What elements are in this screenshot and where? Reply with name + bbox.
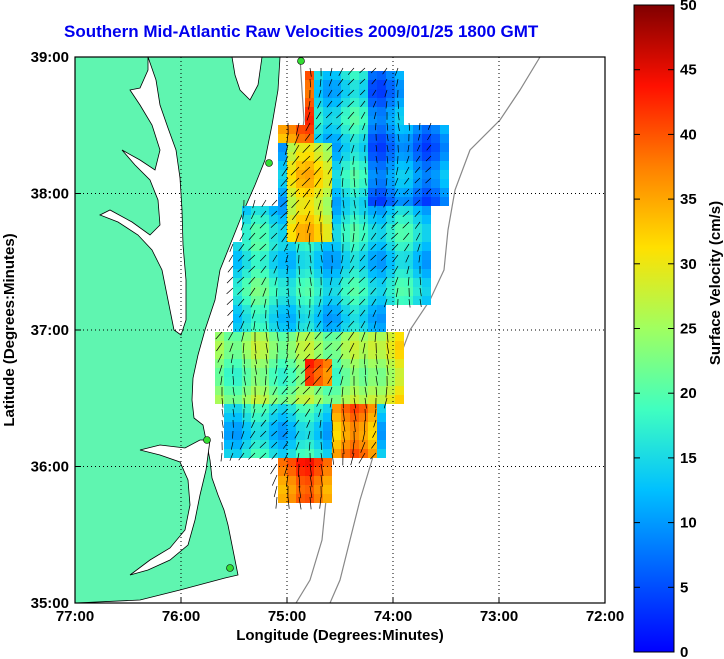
colorbar-tick-label: 25 (680, 321, 697, 338)
y-tick-label: 35:00 (31, 595, 69, 612)
map-title: Southern Mid-Atlantic Raw Velocities 200… (64, 22, 539, 41)
x-tick-label: 73:00 (480, 608, 518, 625)
x-tick-label: 77:00 (56, 608, 94, 625)
y-tick-label: 38:00 (31, 186, 69, 203)
colorbar-tick-label: 40 (680, 126, 697, 143)
x-tick-label: 74:00 (374, 608, 412, 625)
station-marker (297, 57, 305, 65)
station-marker (203, 436, 211, 444)
colorbar-tick-label: 20 (680, 385, 697, 402)
colorbar (633, 4, 675, 653)
delaware-bay (231, 57, 263, 101)
shelf-break-contour (329, 57, 541, 603)
grid-lines (75, 57, 605, 603)
station-marker (226, 564, 234, 572)
colorbar-label: Surface Velocity (cm/s) (707, 201, 724, 365)
y-axis-label: Latitude (Degrees:Minutes) (1, 233, 18, 426)
colorbar-tick-label: 15 (680, 450, 697, 467)
colorbar-tick-label: 50 (680, 0, 697, 14)
y-tick-label: 37:00 (31, 322, 69, 339)
pamlico-sound (129, 439, 211, 576)
radar-stations (203, 57, 305, 572)
current-vectors (215, 67, 432, 510)
x-axis-label: Longitude (Degrees:Minutes) (236, 627, 444, 644)
x-tick-label: 75:00 (268, 608, 306, 625)
chesapeake-bay (99, 57, 187, 336)
colorbar-tick-label: 5 (680, 579, 688, 596)
y-tick-label: 39:00 (31, 49, 69, 66)
velocity-field (215, 71, 449, 503)
station-marker (265, 159, 273, 167)
x-tick-label: 76:00 (162, 608, 200, 625)
colorbar-tick-label: 35 (680, 191, 697, 208)
y-tick-label: 36:00 (31, 459, 69, 476)
colorbar-tick-label: 30 (680, 256, 697, 273)
x-tick-label: 72:00 (586, 608, 624, 625)
colorbar-tick-label: 45 (680, 62, 697, 79)
colorbar-tick-label: 10 (680, 515, 697, 532)
colorbar-tick-label: 0 (680, 644, 688, 659)
